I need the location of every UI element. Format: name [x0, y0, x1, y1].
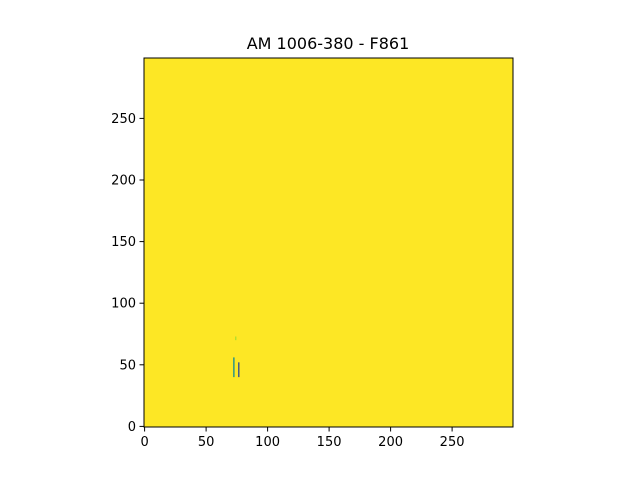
heatmap-feature-2: [235, 336, 237, 341]
plot-area: [143, 57, 514, 428]
x-tick-label: 50: [198, 435, 215, 450]
heatmap-feature-0: [233, 357, 235, 378]
y-tick-label: 250: [111, 112, 136, 127]
x-axis: 0 50 100 150 200 250: [140, 427, 465, 450]
y-axis: 0 50 100 150 200 250: [111, 112, 144, 435]
x-tick-label: 150: [317, 435, 342, 450]
heatmap-feature-1: [238, 362, 240, 378]
x-tick-label: 250: [440, 435, 465, 450]
heatmap-features: [233, 336, 240, 378]
chart-title: AM 1006-380 - F861: [247, 34, 410, 53]
heatmap-background: [144, 58, 513, 427]
x-tick-label: 0: [140, 435, 148, 450]
y-tick-label: 50: [119, 358, 136, 373]
y-tick-label: 200: [111, 174, 136, 189]
y-tick-label: 100: [111, 297, 136, 312]
y-tick-label: 150: [111, 235, 136, 250]
x-tick-label: 200: [378, 435, 403, 450]
x-tick-label: 100: [255, 435, 280, 450]
y-tick-label: 0: [128, 420, 136, 435]
plot-frame: [143, 57, 514, 428]
